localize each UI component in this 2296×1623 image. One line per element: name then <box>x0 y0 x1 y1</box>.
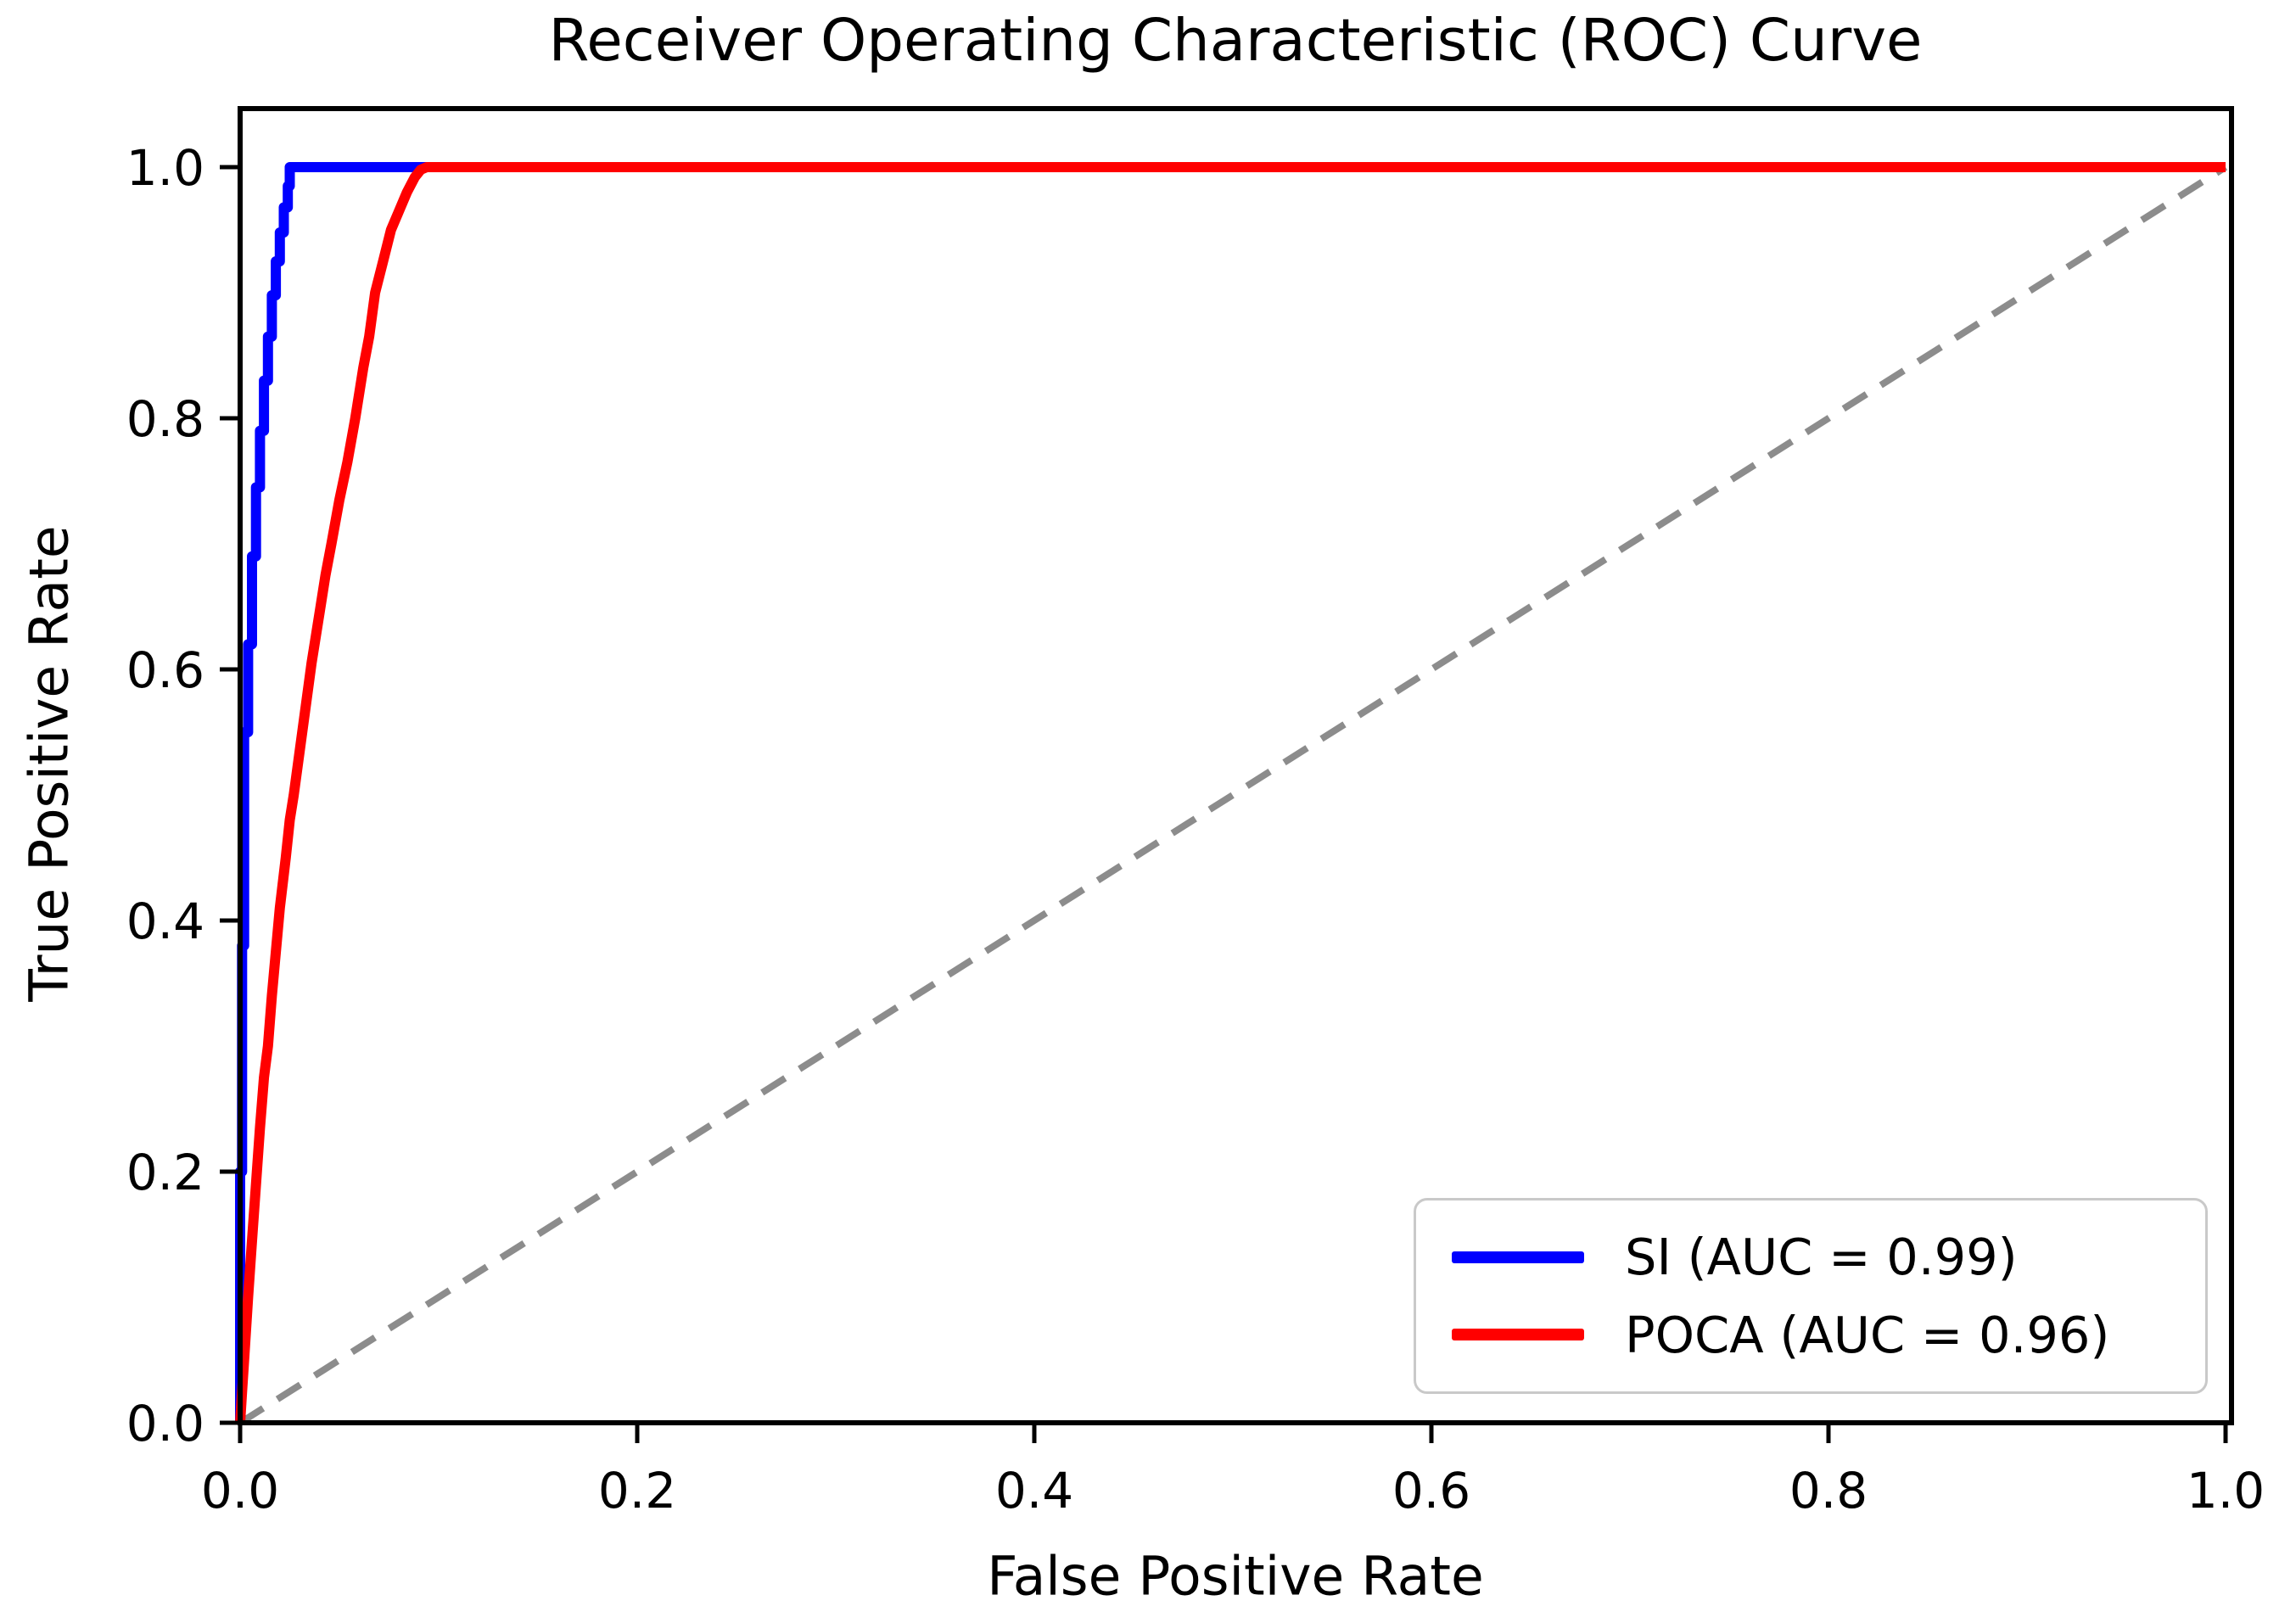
y-tick-label: 0.4 <box>126 893 204 950</box>
chance-line <box>238 164 2228 1426</box>
axes-box <box>238 106 2234 1425</box>
x-tick-label: 1.0 <box>2187 1462 2265 1519</box>
x-tick-label: 0.6 <box>1392 1462 1470 1519</box>
chart-title: Receiver Operating Characteristic (ROC) … <box>548 7 1923 75</box>
legend-line-poca <box>1452 1329 1584 1341</box>
y-tick-label: 0.2 <box>126 1144 204 1201</box>
y-axis-label: True Positive Rate <box>18 525 81 1002</box>
y-tick-label: 0.8 <box>126 390 204 448</box>
legend-label-si: SI (AUC = 0.99) <box>1625 1228 2018 1287</box>
legend-item-poca: POCA (AUC = 0.96) <box>1452 1306 2170 1364</box>
roc-curve-poca <box>235 162 2226 1424</box>
x-tick-label: 0.0 <box>201 1462 279 1519</box>
legend-item-si: SI (AUC = 0.99) <box>1452 1228 2170 1286</box>
legend: SI (AUC = 0.99) POCA (AUC = 0.96) <box>1414 1198 2208 1394</box>
x-tick-label: 0.2 <box>598 1462 676 1519</box>
legend-line-si <box>1452 1251 1584 1263</box>
y-tick-label: 0.6 <box>126 641 204 699</box>
legend-label-poca: POCA (AUC = 0.96) <box>1625 1305 2110 1364</box>
roc-curve-si <box>235 162 2226 1423</box>
x-axis-label: False Positive Rate <box>987 1545 1484 1608</box>
y-tick-label: 1.0 <box>126 139 204 197</box>
x-tick-label: 0.4 <box>995 1462 1073 1519</box>
x-tick-label: 0.8 <box>1789 1462 1868 1519</box>
y-tick-label: 0.0 <box>126 1395 204 1452</box>
plot-area: 0.0 0.2 0.4 0.6 0.8 1.0 0.0 0.2 0.4 0.6 0.8 1.0 <box>126 106 2265 1519</box>
